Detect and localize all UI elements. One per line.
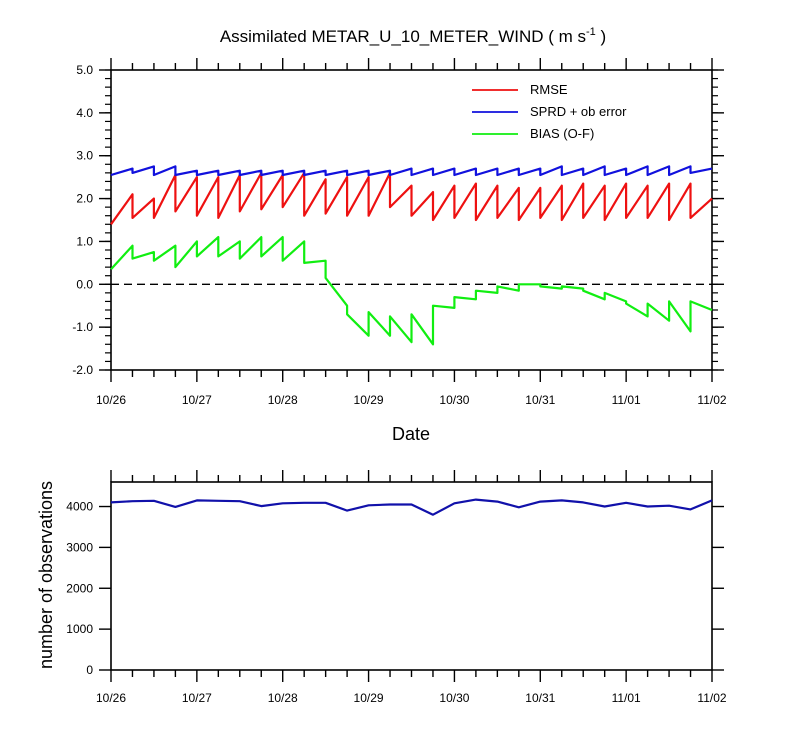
bottom-series-line-0 (110, 498, 713, 516)
top-panel: 10/26 10/27 10/28 10/29 10/30 10/31 11/01 11/02… (72, 58, 727, 407)
top-x-tick-label: 10/26 (96, 393, 126, 407)
top-x-axis-title: Date (392, 424, 430, 444)
top-series-line-2 (110, 236, 713, 346)
bottom-x-tick-label: 11/01 (612, 691, 641, 705)
top-series-line-1 (110, 165, 713, 177)
top-x-tick-label: 11/01 (612, 393, 641, 407)
bottom-x-tick-label: 10/27 (182, 691, 212, 705)
top-y-tick-label: -1.0 (72, 320, 93, 334)
top-y-tick-label: 1.0 (76, 234, 93, 248)
top-x-tick-label: 10/29 (354, 393, 384, 407)
bottom-y-tick-label: 2000 (66, 581, 93, 595)
bottom-y-tick-label: 4000 (66, 500, 93, 514)
legend-label-0: RMSE (530, 82, 568, 97)
legend-label-1: SPRD + ob error (530, 104, 627, 119)
bottom-x-tick-label: 10/30 (439, 691, 469, 705)
legend-label-2: BIAS (O-F) (530, 126, 594, 141)
top-y-tick-label: 5.0 (76, 63, 93, 77)
top-x-tick-label: 10/27 (182, 393, 212, 407)
top-x-tick-label: 10/28 (268, 393, 298, 407)
chart-title-superscript: -1 (586, 26, 596, 38)
bottom-y-tick-label: 1000 (66, 622, 93, 636)
chart-title: Assimilated METAR_U_10_METER_WIND ( m s-… (220, 26, 606, 46)
top-y-tick-label: 4.0 (76, 106, 93, 120)
top-y-tick-label: -2.0 (72, 363, 93, 377)
top-y-tick-label: 2.0 (76, 192, 93, 206)
bottom-y-tick-label: 0 (86, 663, 93, 677)
bottom-y-axis-title: number of observations (36, 481, 56, 669)
top-x-tick-label: 10/30 (439, 393, 469, 407)
bottom-x-tick-label: 10/26 (96, 691, 126, 705)
bottom-x-tick-label: 10/31 (525, 691, 555, 705)
chart-title-close: ) (596, 27, 606, 46)
bottom-x-tick-label: 10/29 (354, 691, 384, 705)
bottom-panel: 10/26 10/27 10/28 10/29 10/30 10/31 11/01 11/02… (66, 470, 727, 705)
top-y-tick-label: 0.0 (76, 277, 93, 291)
bottom-plot-frame (110, 481, 713, 671)
top-x-tick-label: 11/02 (697, 393, 726, 407)
bottom-x-tick-label: 10/28 (268, 691, 298, 705)
top-series-line-0 (110, 171, 713, 225)
top-y-tick-label: 3.0 (76, 149, 93, 163)
bottom-y-tick-label: 3000 (66, 540, 93, 554)
bottom-x-tick-label: 11/02 (697, 691, 726, 705)
top-x-tick-label: 10/31 (525, 393, 555, 407)
